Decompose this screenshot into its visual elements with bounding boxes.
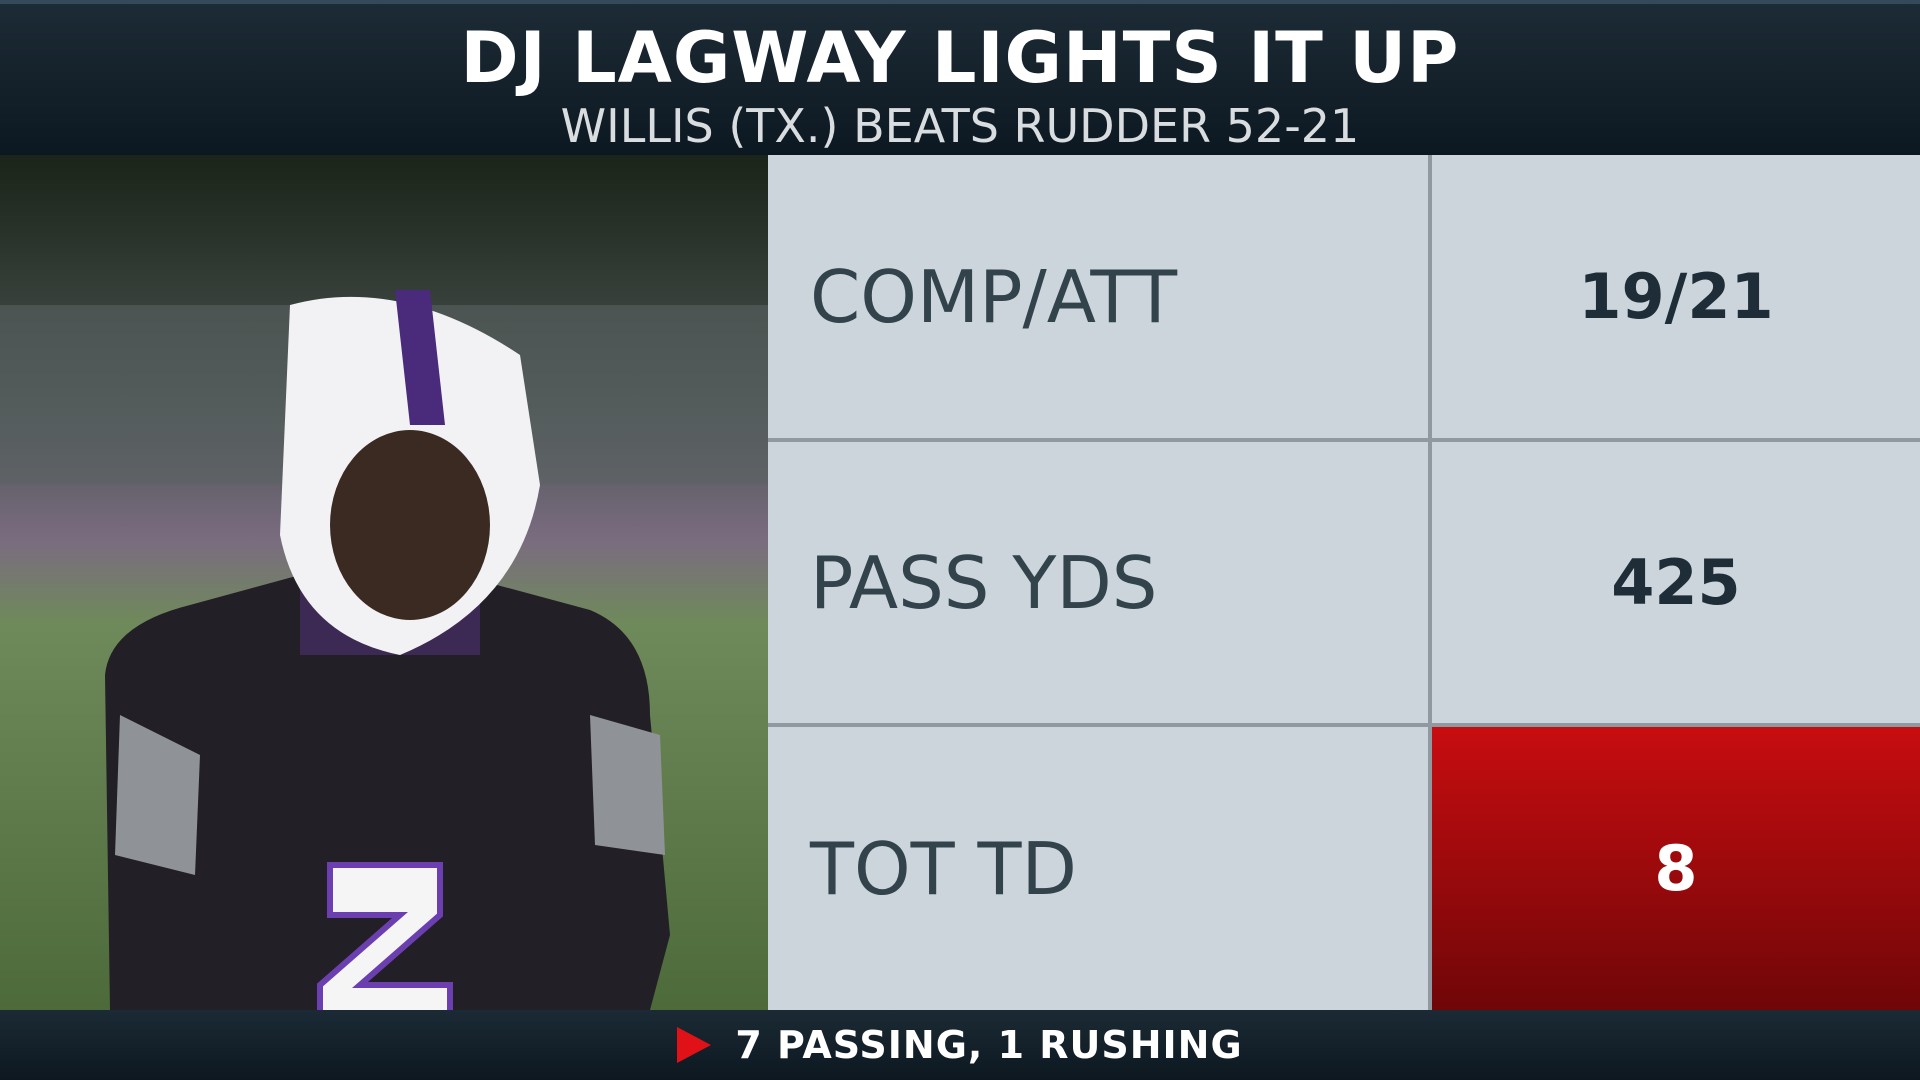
stats-table: COMP/ATT 19/21 PASS YDS 425 TOT TD 8 (768, 155, 1920, 1010)
stat-value: 425 (1432, 442, 1920, 723)
player-photo (0, 155, 768, 1010)
arrow-icon (677, 1027, 712, 1063)
subtitle: WILLIS (TX.) BEATS RUDDER 52-21 (560, 99, 1360, 153)
stat-label: PASS YDS (768, 442, 1428, 723)
title: DJ LAGWAY LIGHTS IT UP (460, 17, 1460, 99)
footer-text: 7 PASSING, 1 RUSHING (735, 1023, 1243, 1067)
stat-value: 19/21 (1432, 155, 1920, 438)
stat-value: 8 (1432, 727, 1920, 1010)
photo-illustration (0, 155, 768, 1010)
stat-label: TOT TD (768, 727, 1428, 1010)
footer: 7 PASSING, 1 RUSHING (0, 1010, 1920, 1080)
header: DJ LAGWAY LIGHTS IT UP WILLIS (TX.) BEAT… (0, 0, 1920, 155)
stat-label: COMP/ATT (768, 155, 1428, 438)
